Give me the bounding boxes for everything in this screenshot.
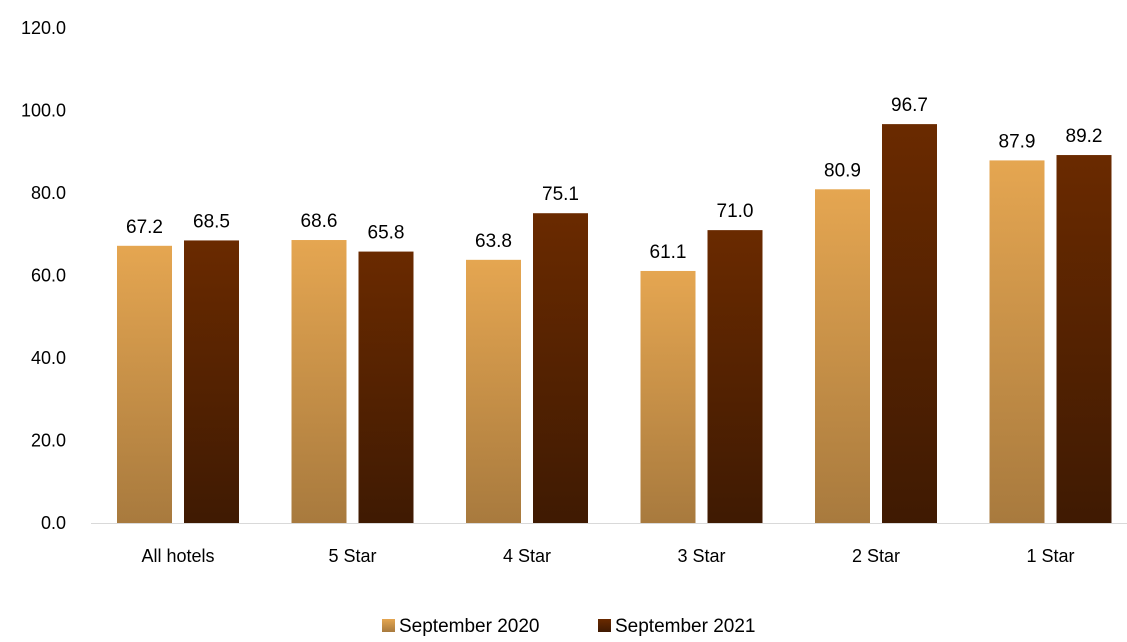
bar-series-1: [640, 270, 696, 523]
bar-series-2: [184, 240, 239, 523]
data-label: 68.6: [301, 211, 338, 232]
bar-series-2: [358, 251, 414, 523]
data-label: 80.9: [824, 160, 861, 181]
data-label: 65.8: [368, 223, 405, 244]
y-axis-tick-labels: 0.0 20.0 40.0 60.0 80.0 100.0 120.0: [21, 18, 66, 533]
x-category-label: 4 Star: [503, 546, 551, 566]
y-tick-label: 0.0: [41, 513, 66, 533]
x-axis-category-labels: All hotels 5 Star 4 Star 3 Star 2 Star 1 Star: [141, 546, 1074, 566]
data-labels-group: 67.2 68.5 68.6 65.8 63.8 75.1 61.1 71.0 80.9 96.7…: [126, 95, 1102, 263]
y-tick-label: 120.0: [21, 18, 66, 38]
data-label: 63.8: [475, 231, 512, 252]
data-label: 75.1: [542, 184, 579, 205]
x-category-label: 2 Star: [852, 546, 900, 566]
bar-series-1: [117, 245, 172, 524]
x-category-label: 3 Star: [677, 546, 725, 566]
y-tick-label: 100.0: [21, 101, 66, 121]
x-category-label: 5 Star: [328, 546, 376, 566]
legend-swatch: [382, 619, 395, 632]
data-label: 96.7: [891, 95, 928, 116]
x-category-label: All hotels: [141, 546, 214, 566]
legend-swatch: [598, 619, 611, 632]
data-label: 87.9: [999, 131, 1036, 152]
bar-series-1: [466, 259, 521, 523]
bar-series-2: [882, 124, 937, 524]
data-label: 89.2: [1066, 126, 1103, 147]
bar-series-group: [117, 124, 1112, 524]
y-tick-label: 60.0: [31, 266, 66, 286]
legend-label: September 2021: [615, 616, 756, 637]
data-label: 68.5: [193, 211, 230, 232]
bar-series-1: [291, 240, 347, 523]
bar-series-1: [989, 160, 1045, 523]
bar-series-2: [1056, 155, 1112, 524]
y-tick-label: 80.0: [31, 183, 66, 203]
legend-label: September 2020: [399, 616, 540, 637]
bar-series-2: [533, 213, 588, 523]
data-label: 71.0: [717, 201, 754, 222]
data-label: 61.1: [650, 242, 687, 263]
y-tick-label: 40.0: [31, 348, 66, 368]
bar-series-2: [707, 230, 763, 523]
bar-series-1: [815, 189, 870, 523]
x-category-label: 1 Star: [1026, 546, 1074, 566]
y-tick-label: 20.0: [31, 431, 66, 451]
data-label: 67.2: [126, 217, 163, 238]
legend: September 2020 September 2021: [382, 616, 756, 637]
